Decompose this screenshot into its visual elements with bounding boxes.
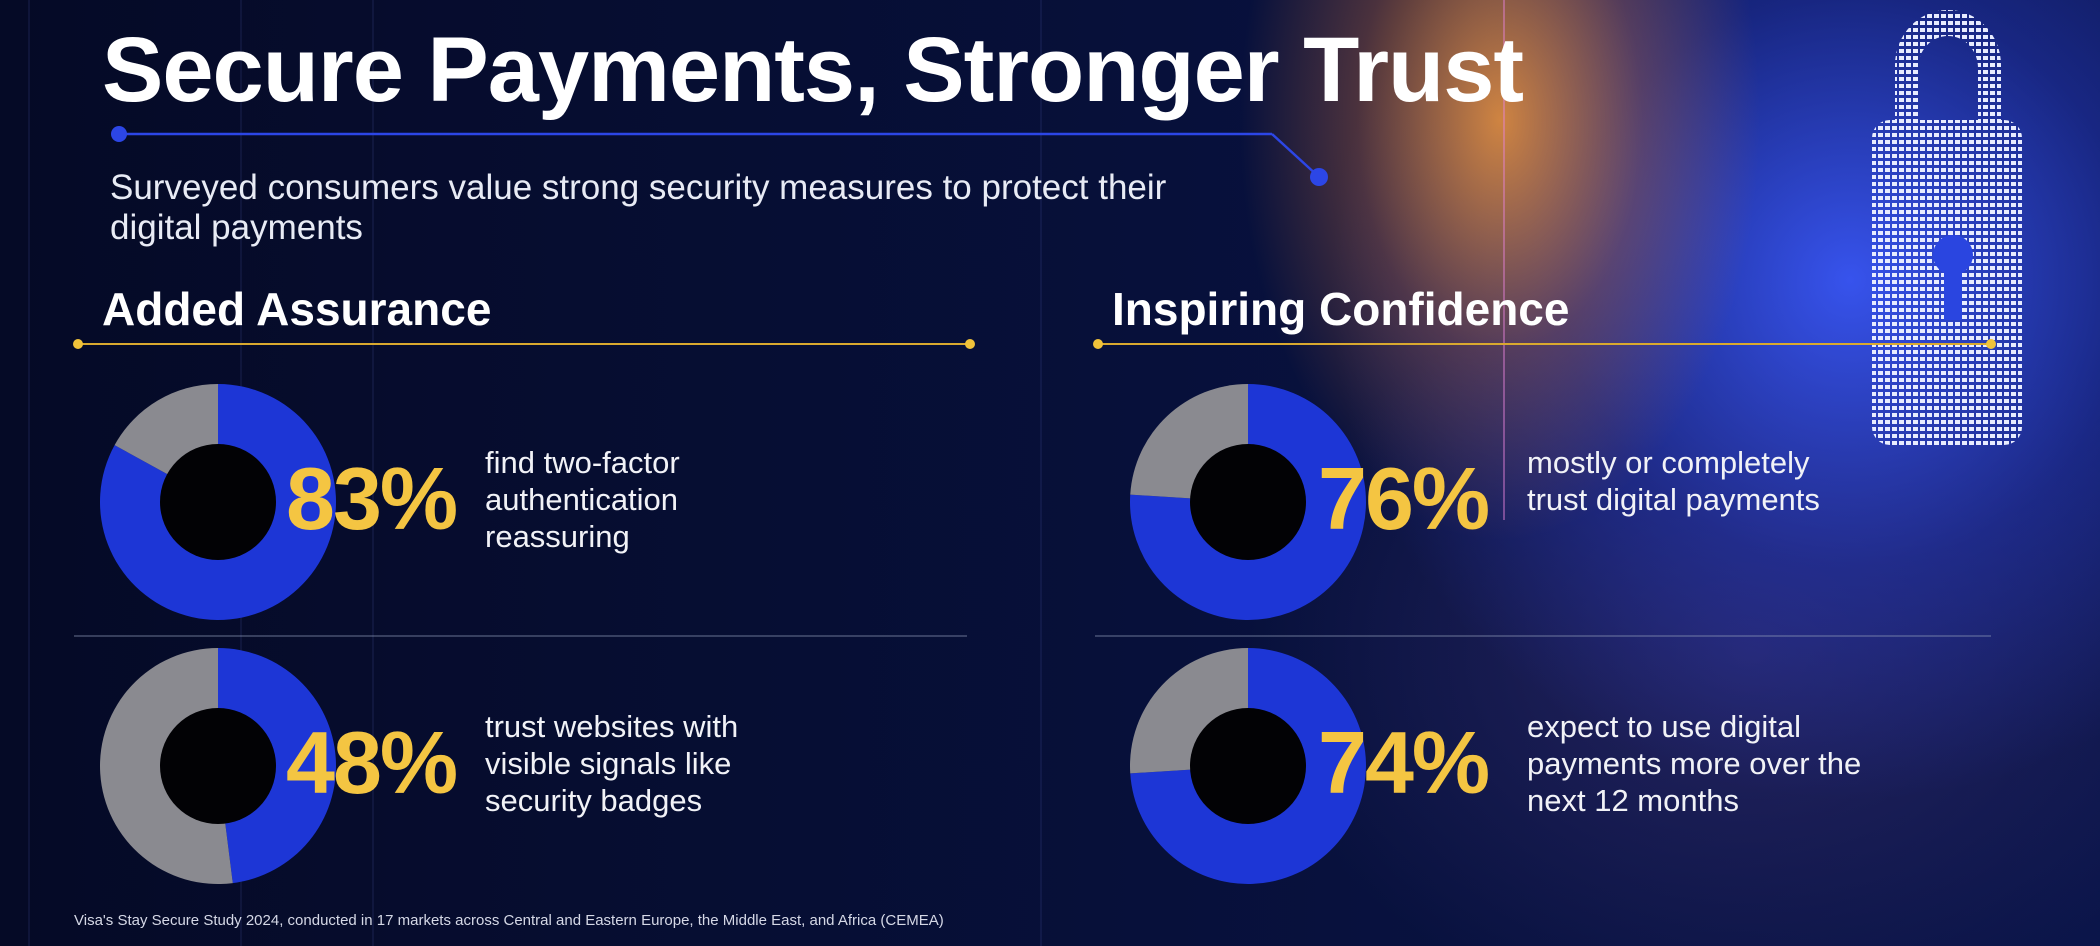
row-divider: [74, 635, 967, 637]
section-divider: [73, 339, 975, 349]
donut-chart: [100, 648, 337, 884]
stat-description: trust websites with visible signals like…: [485, 709, 739, 818]
donut-chart: [99, 384, 336, 620]
donut-hole: [160, 444, 276, 560]
stat-description: expect to use digital payments more over…: [1527, 709, 1862, 818]
stat-description: find two-factor authentication reassurin…: [485, 445, 680, 554]
page-title: Secure Payments, Stronger Trust: [102, 19, 1524, 121]
stat-percentage: 76%: [1318, 449, 1490, 548]
lock-icon: [1872, 10, 2022, 445]
source-footnote: Visa's Stay Secure Study 2024, conducted…: [74, 912, 944, 929]
row-divider: [1095, 635, 1991, 637]
page-subtitle: Surveyed consumers value strong security…: [110, 168, 1167, 247]
donut-hole: [1190, 708, 1306, 824]
decor-line: [1040, 0, 1042, 946]
decor-line: [1503, 0, 1505, 520]
donut-hole: [160, 708, 276, 824]
stat-percentage: 48%: [286, 713, 458, 812]
donut-chart: [1130, 384, 1366, 620]
decor-line: [28, 0, 30, 946]
decor-line: [372, 0, 374, 946]
donut-hole: [1190, 444, 1306, 560]
section-heading-added-assurance: Added Assurance: [102, 283, 492, 335]
stat-percentage: 83%: [286, 449, 458, 548]
title-underline: [111, 126, 1328, 186]
donut-chart: [1130, 648, 1366, 884]
stat-description: mostly or completely trust digital payme…: [1527, 445, 1820, 517]
section-heading-inspiring-confidence: Inspiring Confidence: [1112, 283, 1570, 335]
stat-percentage: 74%: [1318, 713, 1490, 812]
donut-segment-value: [218, 648, 337, 884]
section-divider: [1093, 339, 1996, 349]
